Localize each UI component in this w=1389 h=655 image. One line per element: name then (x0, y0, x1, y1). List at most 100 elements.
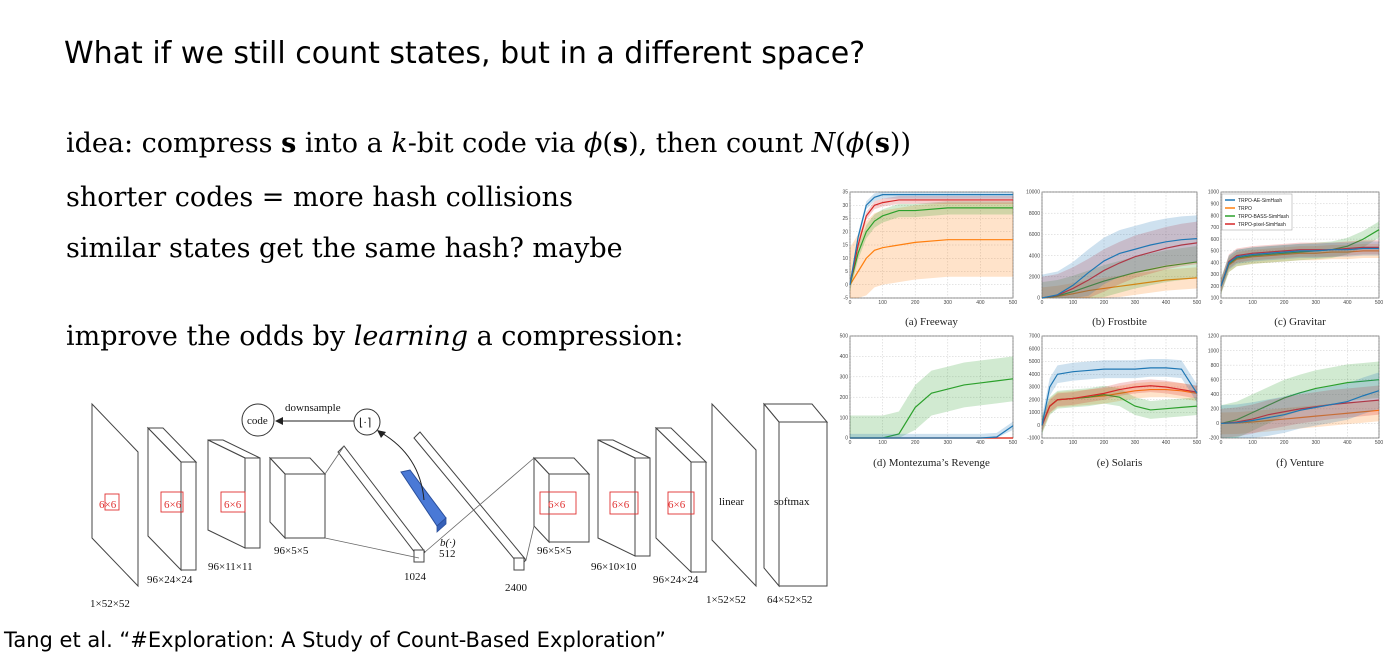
x-tick-label: 0 (1220, 300, 1223, 306)
y-tick-label: 200 (1211, 284, 1220, 290)
b512-label: 512 (439, 548, 456, 560)
y-tick-label: 10000 (1026, 190, 1040, 196)
x-tick-label: 0 (1220, 440, 1223, 446)
code-node (241, 403, 275, 437)
series-band (850, 201, 1013, 292)
count-symbol: N (811, 128, 836, 159)
series-band (1042, 381, 1197, 433)
x-tick-label: 400 (1343, 300, 1352, 306)
dim-label: 64×52×52 (767, 594, 812, 606)
y-tick-label: 0 (1216, 421, 1219, 427)
rounding-node (353, 408, 381, 436)
dim-label: 1×52×52 (706, 594, 746, 606)
x-tick-label: 0 (849, 440, 852, 446)
x-tick-label: 400 (1162, 440, 1171, 446)
state-symbol: s (281, 128, 297, 159)
downsample-label: downsample (285, 402, 341, 414)
y-tick-label: 1000 (1029, 410, 1040, 416)
y-tick-label: 300 (840, 375, 849, 381)
y-tick-label: -200 (1209, 436, 1219, 442)
dim-label: 96×24×24 (653, 574, 699, 586)
series-line (849, 207, 1013, 285)
paren: ( (864, 128, 875, 159)
y-tick-label: 1200 (1208, 334, 1219, 340)
series-line (1220, 409, 1380, 425)
series-line (1041, 242, 1198, 299)
learning-text-2: a compression: (468, 321, 684, 352)
x-tick-label: 300 (944, 440, 953, 446)
b-label: b(·) (440, 537, 456, 549)
hash-line: similar states get the same hash? maybe (66, 233, 623, 264)
series-band (1221, 399, 1379, 435)
x-tick-label: 200 (1100, 300, 1109, 306)
y-tick-label: 15 (842, 243, 848, 249)
series-band (850, 356, 1013, 438)
phi-symbol: ϕ (583, 128, 603, 159)
y-tick-label: 400 (1211, 392, 1220, 398)
series-band (850, 192, 1013, 289)
series-line (1041, 385, 1198, 426)
idea-text-3: -bit code via (407, 128, 584, 159)
x-tick-label: 500 (1193, 300, 1202, 306)
x-tick-label: 300 (1312, 440, 1321, 446)
chart-frame (849, 335, 1014, 439)
kernel-label: 6×6 (164, 499, 182, 511)
series-band (1221, 372, 1379, 438)
y-tick-label: 7000 (1029, 334, 1040, 340)
x-tick-label: 400 (976, 300, 985, 306)
x-tick-label: 500 (1375, 440, 1384, 446)
chart-caption: (e) Solaris (1097, 457, 1143, 469)
kernel-label: 6×6 (548, 499, 566, 511)
y-tick-label: 0 (845, 282, 848, 288)
legend-entry: TRPO (1238, 206, 1252, 212)
phi-symbol: ϕ (845, 128, 865, 159)
kernel-label: 6×6 (612, 499, 630, 511)
y-tick-label: 35 (842, 190, 848, 196)
y-tick-label: 20 (842, 229, 848, 235)
y-tick-label: 500 (840, 334, 849, 340)
dim-label: 1×52×52 (90, 598, 130, 610)
legend-entry: TRPO-BASS-SimHash (1238, 214, 1289, 220)
series-band (1042, 379, 1197, 432)
x-tick-label: 100 (1069, 440, 1078, 446)
series-line (1220, 390, 1380, 425)
x-tick-label: 200 (1280, 440, 1289, 446)
series-line (1041, 277, 1198, 299)
y-tick-label: -1000 (1027, 436, 1040, 442)
state-symbol: s (874, 128, 890, 159)
series-line (850, 378, 1014, 439)
series-band (1221, 385, 1379, 438)
y-tick-label: 800 (1211, 213, 1220, 219)
code-label: code (247, 415, 268, 427)
x-tick-label: 300 (1131, 440, 1140, 446)
x-tick-label: 100 (878, 440, 887, 446)
linear-label: linear (719, 496, 744, 508)
x-tick-label: 200 (1100, 440, 1109, 446)
x-tick-label: 200 (911, 300, 920, 306)
y-tick-label: 10 (842, 256, 848, 262)
y-tick-label: 2000 (1029, 275, 1040, 281)
dim-label: 96×11×11 (208, 561, 253, 573)
input-layer (91, 402, 139, 588)
learning-emphasis: learning (353, 321, 469, 352)
x-tick-label: 400 (1343, 440, 1352, 446)
x-tick-label: 200 (911, 440, 920, 446)
dim-label: 1024 (404, 571, 427, 583)
x-tick-label: 100 (1248, 440, 1257, 446)
series-band (1042, 267, 1197, 298)
dim-label: 96×10×10 (591, 561, 637, 573)
autoencoder-diagram: 6×6 6×6 6×6 6×6 6×6 6×6 code ⌊·⌉ downsam… (90, 402, 829, 610)
legend-entry: TRPO-AE-SimHash (1238, 198, 1282, 204)
y-tick-label: 6000 (1029, 232, 1040, 238)
chart-caption: (d) Montezuma’s Revenge (873, 457, 990, 469)
series-band (850, 202, 1013, 298)
x-tick-label: 100 (878, 300, 887, 306)
dim-label: 96×5×5 (274, 545, 309, 557)
citation: Tang et al. “#Exploration: A Study of Co… (4, 628, 666, 652)
y-tick-label: 100 (1211, 296, 1220, 302)
dim-label: 96×5×5 (537, 545, 572, 557)
slide-title: What if we still count states, but in a … (64, 36, 866, 71)
chart-caption: (f) Venture (1276, 457, 1324, 469)
kernel-label: 6×6 (224, 499, 242, 511)
x-tick-label: 500 (1009, 440, 1018, 446)
